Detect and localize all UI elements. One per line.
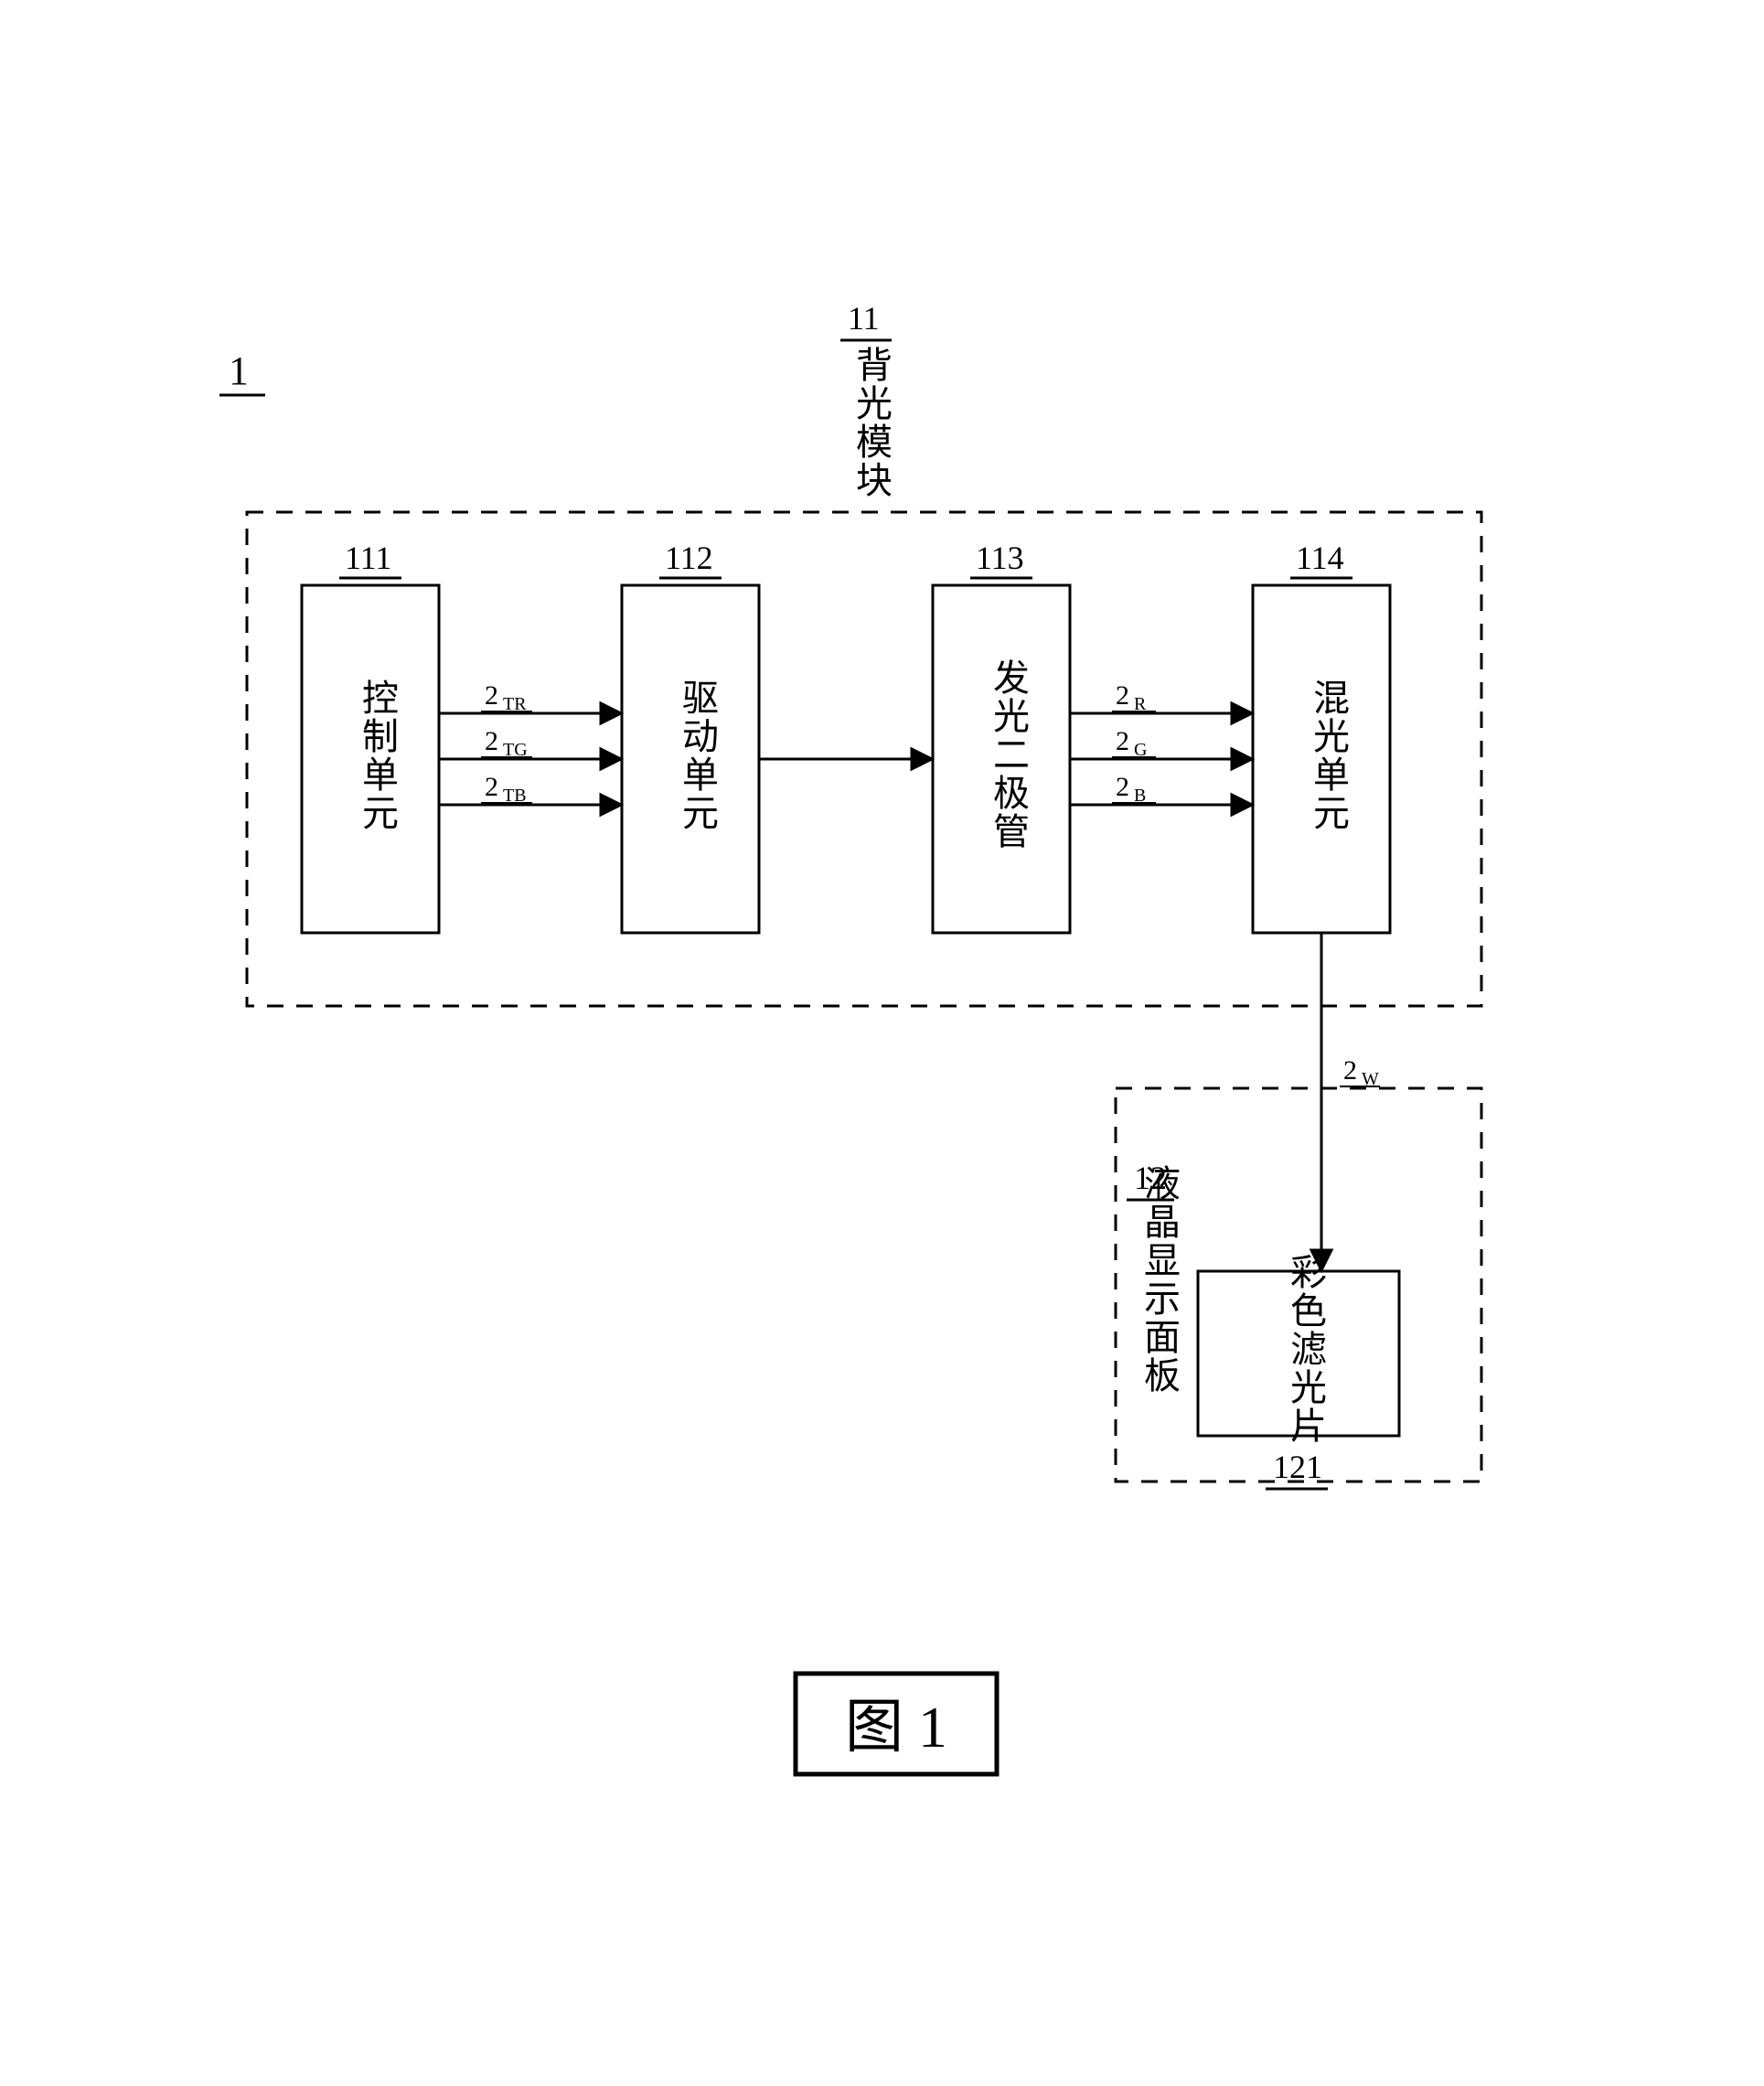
- sig-cd-3: 2: [485, 772, 498, 802]
- drive-ref: 112: [665, 540, 713, 576]
- led-ref: 113: [976, 540, 1024, 576]
- figure-id: 1: [229, 348, 249, 393]
- sig-cd-1: 2: [485, 680, 498, 711]
- filter-ref: 121: [1273, 1449, 1322, 1485]
- sig-lm-3: 2: [1116, 772, 1129, 802]
- diagram-svg: 1 11 111 112 113 114 2 TR 2 TG 2 TB 2 R …: [0, 0, 1764, 2086]
- mix-ref: 114: [1296, 540, 1344, 576]
- led-label: 发光二极管: [981, 658, 1034, 850]
- control-label: 控制单元: [350, 679, 403, 832]
- sig-mp: 2: [1343, 1055, 1357, 1086]
- sig-lm-1: 2: [1116, 680, 1129, 711]
- filter-label: 彩色滤光片: [1278, 1253, 1331, 1445]
- page: 1 11 111 112 113 114 2 TR 2 TG 2 TB 2 R …: [0, 0, 1764, 2086]
- caption-text: 图 1: [845, 1695, 947, 1760]
- sig-cd-2: 2: [485, 726, 498, 756]
- sig-lm-2: 2: [1116, 726, 1129, 756]
- module-ref: 11: [848, 300, 880, 337]
- mix-label: 混光单元: [1301, 679, 1354, 832]
- drive-label: 驱动单元: [670, 679, 723, 832]
- module-label: 背光模块: [844, 346, 897, 499]
- control-ref: 111: [345, 540, 391, 576]
- panel-label: 液晶显示面板: [1132, 1164, 1185, 1395]
